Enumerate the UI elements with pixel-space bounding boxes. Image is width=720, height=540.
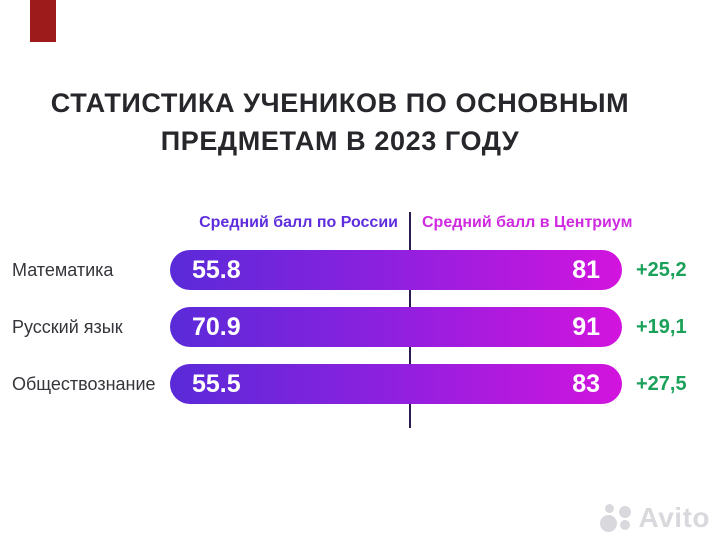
avito-watermark: Avito	[599, 502, 710, 534]
row-label: Обществознание	[12, 373, 156, 394]
score-bar: 55.8 81	[170, 250, 622, 290]
chart-title-line-1: СТАТИСТИКА УЧЕНИКОВ ПО ОСНОВНЫМ	[50, 88, 630, 118]
row-label: Математика	[12, 259, 114, 280]
avito-logo-icon	[599, 503, 634, 533]
delta-badge: +27,5	[636, 372, 687, 395]
table-row: Математика 55.8 81 +25,2	[12, 250, 712, 290]
corner-ribbon	[30, 0, 56, 42]
russia-score: 55.8	[192, 255, 241, 284]
row-label: Русский язык	[12, 316, 123, 337]
russia-score: 55.5	[192, 369, 241, 398]
centrium-score: 91	[572, 312, 600, 341]
russia-score: 70.9	[192, 312, 241, 341]
table-row: Русский язык 70.9 91 +19,1	[12, 307, 712, 347]
delta-badge: +25,2	[636, 258, 687, 281]
legend-centrium: Средний балл в Центриум	[422, 214, 633, 231]
avito-wordmark: Avito	[638, 502, 710, 533]
score-bar: 70.9 91	[170, 307, 622, 347]
table-row: Обществознание 55.5 83 +27,5	[12, 364, 712, 404]
chart-title: СТАТИСТИКА УЧЕНИКОВ ПО ОСНОВНЫМ ПРЕДМЕТА…	[10, 84, 670, 160]
centrium-score: 81	[572, 255, 600, 284]
legend-russia: Средний балл по России	[199, 214, 398, 231]
score-bar: 55.5 83	[170, 364, 622, 404]
chart-title-line-2: ПРЕДМЕТАМ В 2023 ГОДУ	[160, 126, 520, 156]
delta-badge: +19,1	[636, 315, 687, 338]
centrium-score: 83	[572, 369, 600, 398]
